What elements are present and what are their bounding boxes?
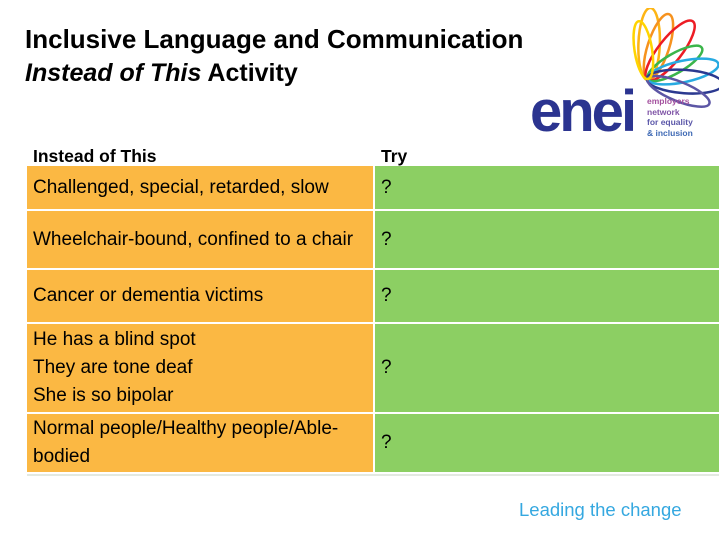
language-table: Instead of This Try Challenged, special,… (27, 140, 719, 476)
cell-try: ? (375, 211, 719, 268)
page-subtitle: Instead of This Activity (25, 56, 523, 90)
cell-instead: Wheelchair-bound, confined to a chair (27, 211, 373, 268)
enei-tagline-line: employers (647, 96, 690, 106)
title-block: Inclusive Language and Communication Ins… (25, 22, 523, 90)
table-row: Challenged, special, retarded, slow ? (27, 166, 719, 209)
cell-try: ? (375, 270, 719, 322)
subtitle-rest: Activity (201, 59, 298, 87)
cell-try: ? (375, 324, 719, 412)
table-header-instead: Instead of This (33, 146, 157, 166)
enei-tagline-line: for equality (647, 117, 693, 127)
cell-instead: He has a blind spot They are tone deaf S… (27, 324, 373, 412)
enei-wordmark: enei (530, 79, 637, 144)
enei-tagline: employers network for equality & inclusi… (647, 96, 717, 138)
table-row: Cancer or dementia victims ? (27, 270, 719, 322)
enei-logo: enei employers network for equality & in… (528, 6, 720, 144)
table-header-try: Try (381, 146, 408, 166)
footer-tagline: Leading the change (519, 499, 682, 520)
table-row: He has a blind spot They are tone deaf S… (27, 324, 719, 412)
table-row: Wheelchair-bound, confined to a chair ? (27, 211, 719, 268)
enei-tagline-line: & inclusion (647, 127, 693, 138)
subtitle-italic-part: Instead of This (25, 59, 202, 87)
table-bottom-border (27, 474, 719, 476)
enei-swirl-icon (632, 8, 719, 109)
cell-try: ? (375, 166, 719, 209)
page-title: Inclusive Language and Communication (25, 24, 524, 54)
cell-instead: Normal people/Healthy people/Able-bodied (27, 414, 373, 472)
table-row: Normal people/Healthy people/Able-bodied… (27, 414, 719, 472)
enei-tagline-line: network (647, 106, 680, 117)
cell-instead: Cancer or dementia victims (27, 270, 373, 322)
cell-instead: Challenged, special, retarded, slow (27, 166, 373, 209)
table-header-row: Instead of This Try (27, 140, 719, 166)
cell-try: ? (375, 414, 719, 472)
